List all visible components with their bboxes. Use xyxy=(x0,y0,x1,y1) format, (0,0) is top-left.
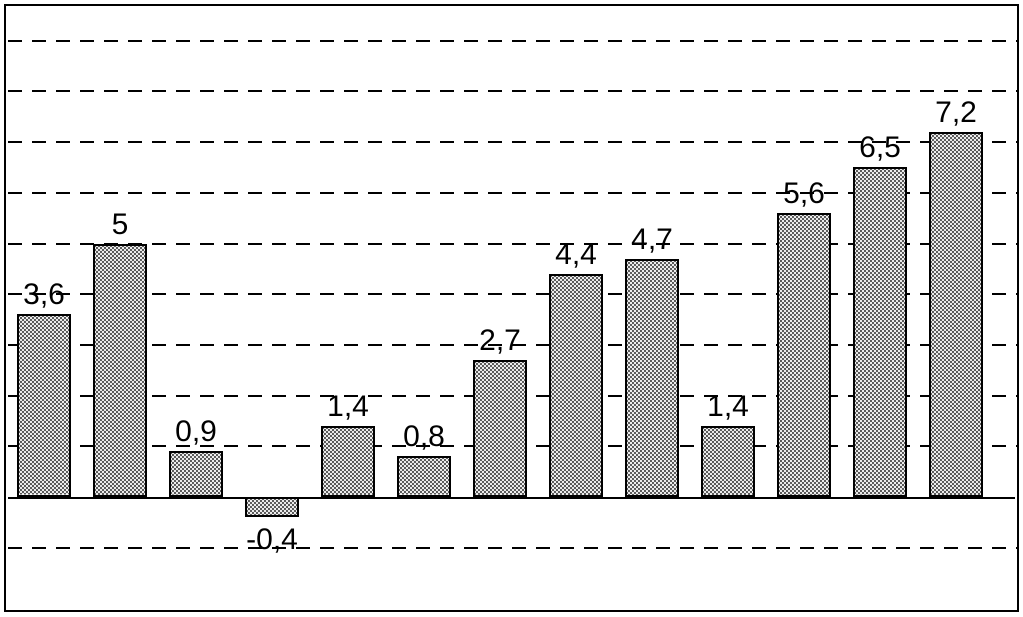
bar-value-label: -0,4 xyxy=(246,523,298,557)
bar-value-label: 3,6 xyxy=(23,278,65,312)
bar xyxy=(701,426,755,497)
bar-value-label: 0,9 xyxy=(175,415,217,449)
bar-value-label: 4,7 xyxy=(631,223,673,257)
bar-value-label: 0,8 xyxy=(403,420,445,454)
bar-value-label: 5 xyxy=(112,208,129,242)
bar-value-label: 1,4 xyxy=(327,390,369,424)
bar-value-label: 1,4 xyxy=(707,390,749,424)
bar-value-label: 5,6 xyxy=(783,177,825,211)
bar xyxy=(625,259,679,497)
bar-value-label: 2,7 xyxy=(479,324,521,358)
bar xyxy=(473,360,527,497)
baseline xyxy=(8,497,1015,499)
bar-value-label: 6,5 xyxy=(859,131,901,165)
chart-frame: 3,6 5 0,9 -0,4 1,4 0,8 2,7 4,4 4,7 1,4 5,6 6,5 7,2 xyxy=(4,4,1019,612)
bar-value-label: 4,4 xyxy=(555,238,597,272)
bar xyxy=(777,213,831,497)
bar xyxy=(549,274,603,497)
bar-value-label: 7,2 xyxy=(935,96,977,130)
bar xyxy=(17,314,71,497)
bar xyxy=(321,426,375,497)
bar xyxy=(397,456,451,497)
bar xyxy=(853,167,907,497)
bar xyxy=(169,451,223,497)
bar xyxy=(245,497,299,517)
bar xyxy=(929,132,983,497)
bar xyxy=(93,244,147,498)
